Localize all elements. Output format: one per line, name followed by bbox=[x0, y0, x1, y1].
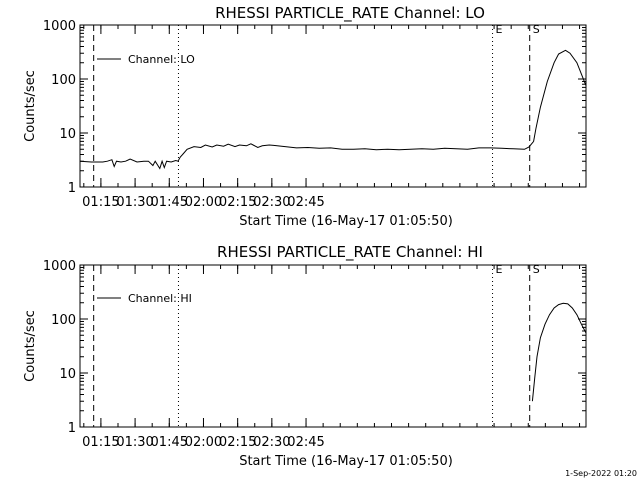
x-axis-label: Start Time (16-May-17 01:05:50) bbox=[239, 454, 453, 469]
x-tick-label: 02:15 bbox=[219, 435, 256, 450]
series-line-hi bbox=[531, 302, 587, 402]
legend: Channel: LO bbox=[97, 53, 195, 66]
x-tick-label: 01:45 bbox=[151, 195, 188, 210]
marker-label-3: S bbox=[533, 263, 540, 276]
y-tick-labels: 1 10 100 1000 bbox=[43, 259, 76, 436]
y-tick-label: 1 bbox=[68, 181, 76, 196]
x-tick-label: 02:45 bbox=[287, 435, 324, 450]
y-tick-label: 1 bbox=[68, 421, 76, 436]
y-tick-label: 100 bbox=[51, 313, 76, 328]
y-tick-label: 100 bbox=[51, 73, 76, 88]
legend-label: Channel: LO bbox=[128, 53, 195, 66]
x-tick-label: 02:15 bbox=[219, 195, 256, 210]
x-tick-label: 02:45 bbox=[287, 195, 324, 210]
legend-label: Channel: HI bbox=[128, 292, 192, 305]
y-tick-label: 1000 bbox=[43, 19, 76, 34]
marker-label-3: S bbox=[533, 23, 540, 36]
x-tick-label: 02:30 bbox=[253, 195, 290, 210]
x-tick-label: 02:30 bbox=[253, 435, 290, 450]
legend: Channel: HI bbox=[97, 292, 192, 305]
x-tick-label: 01:45 bbox=[151, 435, 188, 450]
footer-timestamp: 1-Sep-2022 01:20 bbox=[565, 469, 637, 478]
y-tick-labels: 1 10 100 1000 bbox=[43, 19, 76, 196]
chart-title: RHESSI PARTICLE_RATE Channel: LO bbox=[215, 4, 485, 23]
y-axis-label: Counts/sec bbox=[23, 310, 38, 382]
x-axis-label: Start Time (16-May-17 01:05:50) bbox=[239, 214, 453, 229]
y-tick-label: 10 bbox=[59, 127, 76, 142]
x-tick-label: 01:15 bbox=[82, 435, 119, 450]
y-tick-label: 10 bbox=[59, 367, 76, 382]
y-tick-label: 1000 bbox=[43, 259, 76, 274]
axis-ticks bbox=[80, 24, 586, 188]
chart-title: RHESSI PARTICLE_RATE Channel: HI bbox=[217, 243, 483, 262]
marker-label-2: E bbox=[496, 23, 503, 36]
series-line-lo bbox=[79, 49, 587, 170]
x-tick-label: 01:30 bbox=[116, 435, 153, 450]
y-axis-label: Counts/sec bbox=[23, 70, 38, 142]
x-tick-label: 01:15 bbox=[82, 195, 119, 210]
marker-label-2: E bbox=[496, 263, 503, 276]
x-tick-label: 01:30 bbox=[116, 195, 153, 210]
x-tick-label: 02:00 bbox=[185, 435, 222, 450]
plot-frame bbox=[79, 264, 587, 428]
x-tick-label: 02:00 bbox=[185, 195, 222, 210]
axis-ticks bbox=[80, 264, 586, 428]
